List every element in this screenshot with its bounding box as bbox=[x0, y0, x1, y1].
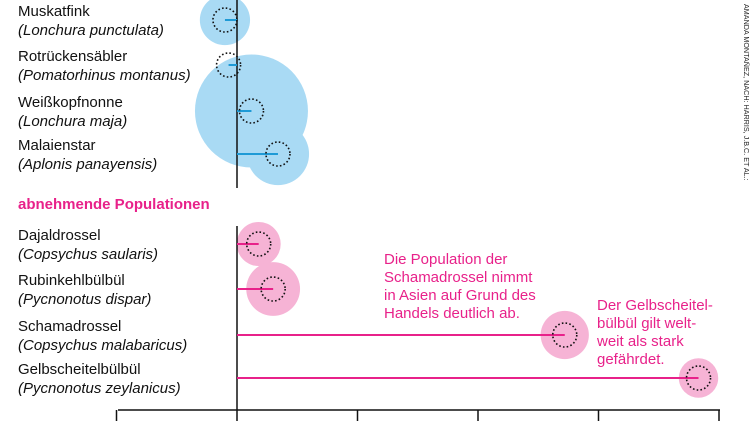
reference-ring bbox=[551, 322, 578, 348]
species-name: Schamadrossel bbox=[18, 318, 121, 335]
species-name: Rubinkehlbülbül bbox=[18, 272, 125, 289]
reference-ring bbox=[245, 231, 272, 257]
label-layer: Muskatfink (Lonchura punctulata) Rotrücken… bbox=[18, 3, 191, 397]
annotation-line: in Asien auf Grund des bbox=[384, 287, 536, 304]
ring-layer bbox=[212, 7, 712, 391]
species-name: Weißkopfnonne bbox=[18, 94, 123, 111]
stem-layer bbox=[224, 19, 699, 379]
annotation-line: Handels deutlich ab. bbox=[384, 305, 520, 322]
annotation-line: weit als stark bbox=[596, 333, 684, 350]
reference-ring bbox=[685, 365, 712, 391]
species-name: Malaienstar bbox=[18, 137, 96, 154]
species-name: Gelbscheitelbülbül bbox=[18, 361, 141, 378]
species-latin-name: (Pycnonotus dispar) bbox=[18, 291, 151, 308]
species-latin-name: (Pomatorhinus montanus) bbox=[18, 67, 191, 84]
species-name: Muskatfink bbox=[18, 3, 90, 20]
annotation-line: Schamadrossel nimmt bbox=[384, 269, 533, 286]
annotation-line: Die Population der bbox=[384, 251, 507, 268]
species-name: Dajaldrossel bbox=[18, 227, 101, 244]
reference-ring bbox=[265, 141, 291, 167]
annotation-schamadrossel: Die Population der Schamadrossel nimmt in … bbox=[384, 251, 536, 322]
reference-ring bbox=[215, 52, 242, 78]
species-latin-name: (Aplonis panayensis) bbox=[18, 156, 157, 173]
annotation-gelbscheitel: Der Gelbscheitel-bülbül gilt welt-weit a… bbox=[596, 297, 713, 368]
species-latin-name: (Copsychus saularis) bbox=[18, 246, 158, 263]
species-latin-name: (Pycnonotus zeylanicus) bbox=[18, 380, 181, 397]
species-latin-name: (Copsychus malabaricus) bbox=[18, 337, 187, 354]
reference-ring bbox=[212, 7, 238, 33]
annotation-line: bülbül gilt welt- bbox=[597, 315, 696, 332]
reference-ring bbox=[238, 98, 265, 124]
section-label: abnehmende Populationen bbox=[18, 196, 210, 213]
species-name: Rotrückensäbler bbox=[18, 48, 127, 65]
credit-line: AMANDA MONTAÑEZ, NACH: HARRIS, J.B.C. ET… bbox=[742, 4, 750, 181]
species-latin-name: (Lonchura punctulata) bbox=[18, 22, 164, 39]
reference-ring bbox=[260, 276, 286, 302]
species-latin-name: (Lonchura maja) bbox=[18, 113, 127, 130]
annotation-line: gefährdet. bbox=[597, 351, 665, 368]
population-bubble bbox=[199, 0, 251, 46]
annotation-line: Der Gelbscheitel- bbox=[597, 297, 713, 314]
tick-layer bbox=[115, 410, 720, 421]
source-credit: AMANDA MONTAÑEZ, NACH: HARRIS, J.B.C. ET… bbox=[742, 4, 750, 181]
